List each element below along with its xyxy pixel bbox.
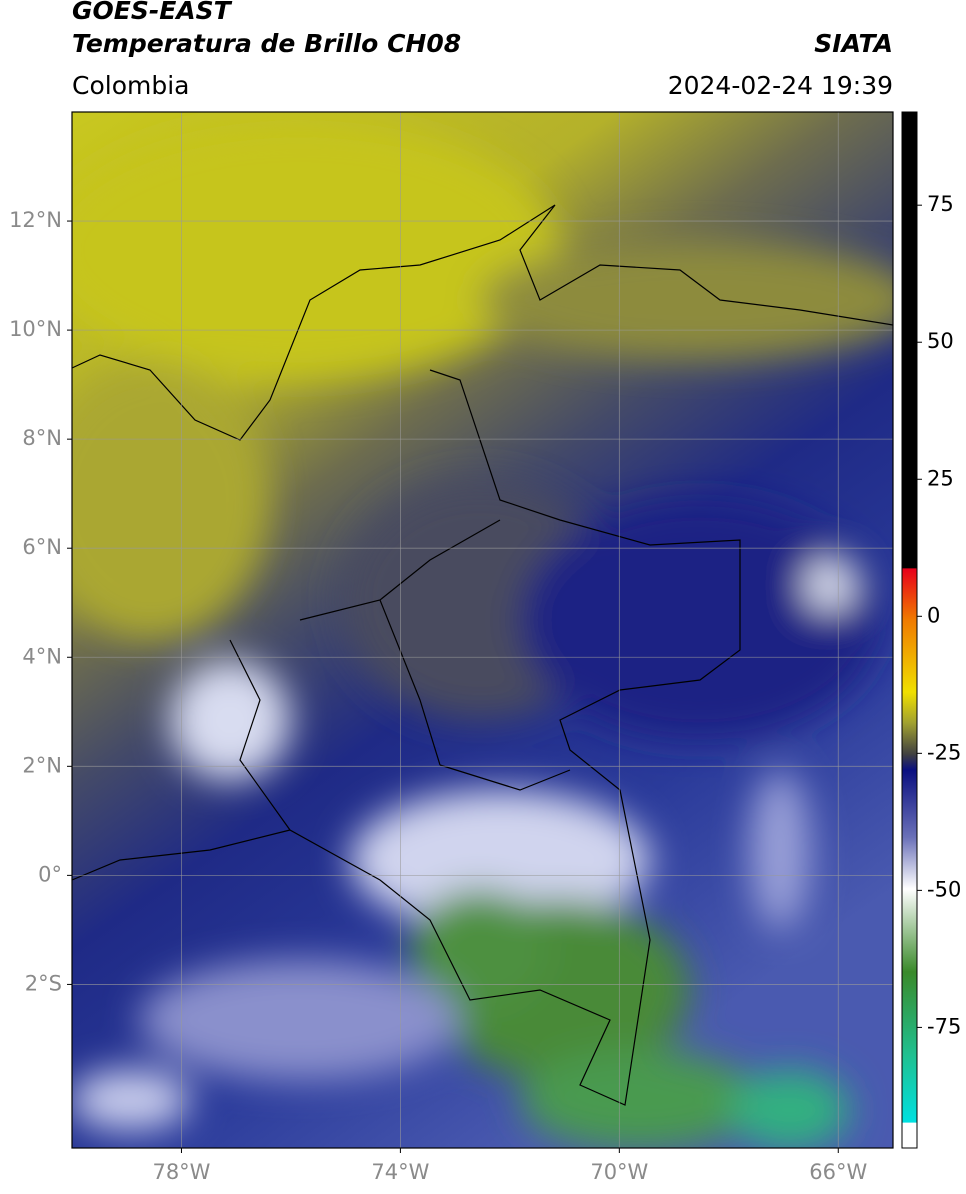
- timestamp: 2024-02-24 19:39: [668, 71, 893, 100]
- y-tick-label: 8°N: [22, 426, 62, 450]
- colorbar-tick-label: -25: [927, 740, 961, 764]
- colorbar-tick-label: -75: [927, 1014, 961, 1038]
- region: Colombia: [72, 71, 189, 100]
- source: SIATA: [814, 29, 893, 58]
- y-tick-label: 2°S: [25, 971, 62, 995]
- y-tick-label: 2°N: [22, 753, 62, 777]
- x-tick-label: 66°W: [809, 1160, 867, 1184]
- subtitle: Temperatura de Brillo CH08: [72, 29, 461, 58]
- y-tick-label: 10°N: [9, 317, 62, 341]
- y-tick-label: 6°N: [22, 535, 62, 559]
- title: GOES-EAST: [72, 0, 233, 25]
- y-tick-label: 0°: [38, 862, 62, 886]
- y-tick-label: 4°N: [22, 644, 62, 668]
- colorbar: [901, 111, 918, 1149]
- colorbar-tick-label: -50: [927, 877, 961, 901]
- satellite-image: [72, 112, 893, 1148]
- x-tick-label: 74°W: [371, 1160, 429, 1184]
- x-tick-label: 70°W: [590, 1160, 648, 1184]
- colorbar-tick-label: 50: [927, 329, 954, 353]
- x-tick-label: 78°W: [152, 1160, 210, 1184]
- map-frame: [71, 111, 894, 1149]
- colorbar-tick-label: 0: [927, 603, 940, 627]
- y-tick-label: 12°N: [9, 208, 62, 232]
- colorbar-tick-label: 75: [927, 192, 954, 216]
- colorbar-tick-label: 25: [927, 466, 954, 490]
